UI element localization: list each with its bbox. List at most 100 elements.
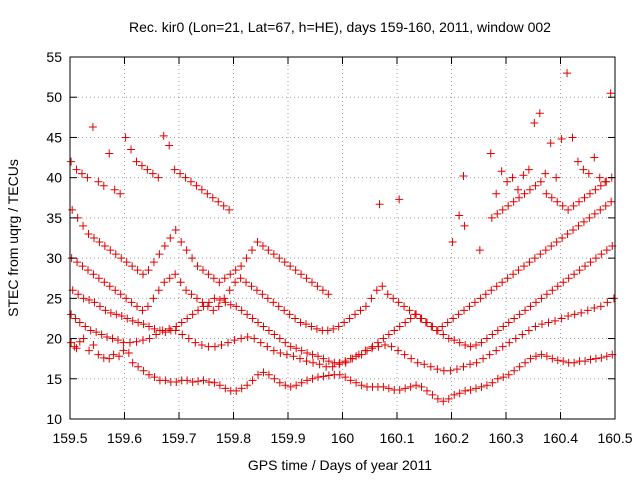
data-point-plus	[394, 346, 403, 355]
data-point-plus	[439, 397, 448, 406]
y-axis-label: STEC from uqrg / TECUs	[5, 159, 21, 317]
data-point-plus	[531, 181, 540, 190]
data-point-plus	[292, 381, 301, 390]
data-point-plus	[226, 300, 235, 309]
data-point-plus	[74, 290, 83, 299]
data-point-plus	[160, 278, 169, 287]
data-point-plus	[564, 312, 573, 321]
data-point-plus	[217, 340, 226, 349]
y-tick-label: 15	[46, 371, 62, 387]
data-point-plus	[553, 356, 562, 365]
data-point-plus	[503, 274, 512, 283]
data-point-plus	[428, 390, 437, 399]
data-point-plus	[264, 246, 273, 255]
data-point-plus	[515, 310, 524, 319]
data-point-plus	[603, 298, 612, 307]
data-point-plus	[111, 250, 120, 259]
data-point-plus	[250, 334, 259, 343]
data-point-plus	[581, 357, 590, 366]
data-point-plus	[406, 382, 415, 391]
data-point-plus	[498, 342, 507, 351]
data-point-plus	[497, 167, 506, 176]
data-point-plus	[438, 322, 447, 331]
data-point-plus	[546, 139, 555, 148]
data-point-plus	[145, 370, 154, 379]
data-point-plus	[378, 282, 387, 291]
data-point-plus	[119, 346, 128, 355]
data-point-plus	[123, 314, 132, 323]
data-point-plus	[351, 310, 360, 319]
data-point-plus	[242, 278, 251, 287]
data-point-plus	[86, 326, 95, 335]
data-point-plus	[199, 376, 208, 385]
data-point-plus	[361, 302, 370, 311]
data-point-plus	[269, 298, 278, 307]
data-point-plus	[105, 149, 114, 158]
data-point-plus	[379, 382, 388, 391]
data-point-plus	[606, 89, 615, 98]
data-point-plus	[165, 324, 174, 333]
data-point-plus	[526, 302, 535, 311]
data-point-plus	[224, 338, 233, 347]
data-point-plus	[193, 262, 202, 271]
data-point-plus	[166, 326, 175, 335]
data-point-plus	[83, 266, 92, 275]
data-point-plus	[601, 201, 610, 210]
data-point-plus	[254, 318, 263, 327]
data-point-plus	[575, 197, 584, 206]
data-point-plus	[133, 302, 142, 311]
data-point-plus	[139, 320, 148, 329]
data-point-plus	[313, 373, 322, 382]
data-point-plus	[280, 306, 289, 315]
data-point-plus	[106, 308, 115, 317]
data-point-plus	[531, 322, 540, 331]
data-point-plus	[155, 250, 164, 259]
data-point-plus	[71, 314, 80, 323]
data-point-plus	[194, 377, 203, 386]
data-point-plus	[253, 238, 262, 247]
data-point-plus	[601, 177, 610, 186]
x-tick-label: 160.3	[488, 430, 523, 446]
x-tick-label: 159.6	[107, 430, 142, 446]
data-point-plus	[373, 338, 382, 347]
data-point-plus	[295, 354, 304, 363]
data-point-plus	[395, 195, 404, 204]
data-point-plus	[413, 358, 422, 367]
data-point-plus	[551, 316, 560, 325]
data-point-plus	[128, 262, 137, 271]
y-tick-label: 55	[46, 49, 62, 65]
data-point-plus	[570, 358, 579, 367]
y-tick-label: 40	[46, 170, 62, 186]
data-point-plus	[586, 258, 595, 267]
data-point-plus	[302, 357, 311, 366]
data-point-plus	[368, 342, 377, 351]
data-point-plus	[493, 326, 502, 335]
data-point-plus	[145, 322, 154, 331]
data-point-plus	[171, 270, 180, 279]
data-point-plus	[150, 324, 159, 333]
data-point-plus	[210, 378, 219, 387]
data-point-plus	[94, 350, 103, 359]
data-point-plus	[101, 306, 110, 315]
data-point-plus	[152, 330, 161, 339]
data-point-plus	[334, 322, 343, 331]
data-point-plus	[258, 290, 267, 299]
y-tick-label: 35	[46, 210, 62, 226]
data-point-plus	[286, 342, 295, 351]
data-point-plus	[88, 122, 97, 131]
data-point-plus	[258, 242, 267, 251]
data-point-plus	[564, 205, 573, 214]
data-point-plus	[79, 294, 88, 303]
data-point-plus	[583, 306, 592, 315]
x-tick-label: 160.4	[543, 430, 578, 446]
data-point-plus	[127, 298, 136, 307]
data-point-plus	[466, 360, 475, 369]
data-point-plus	[472, 384, 481, 393]
data-point-plus	[352, 378, 361, 387]
data-point-plus	[487, 286, 496, 295]
data-point-plus	[518, 330, 527, 339]
x-tick-label: 159.5	[52, 430, 87, 446]
data-point-plus	[276, 349, 285, 358]
data-point-plus	[520, 189, 529, 198]
data-point-plus	[416, 314, 425, 323]
